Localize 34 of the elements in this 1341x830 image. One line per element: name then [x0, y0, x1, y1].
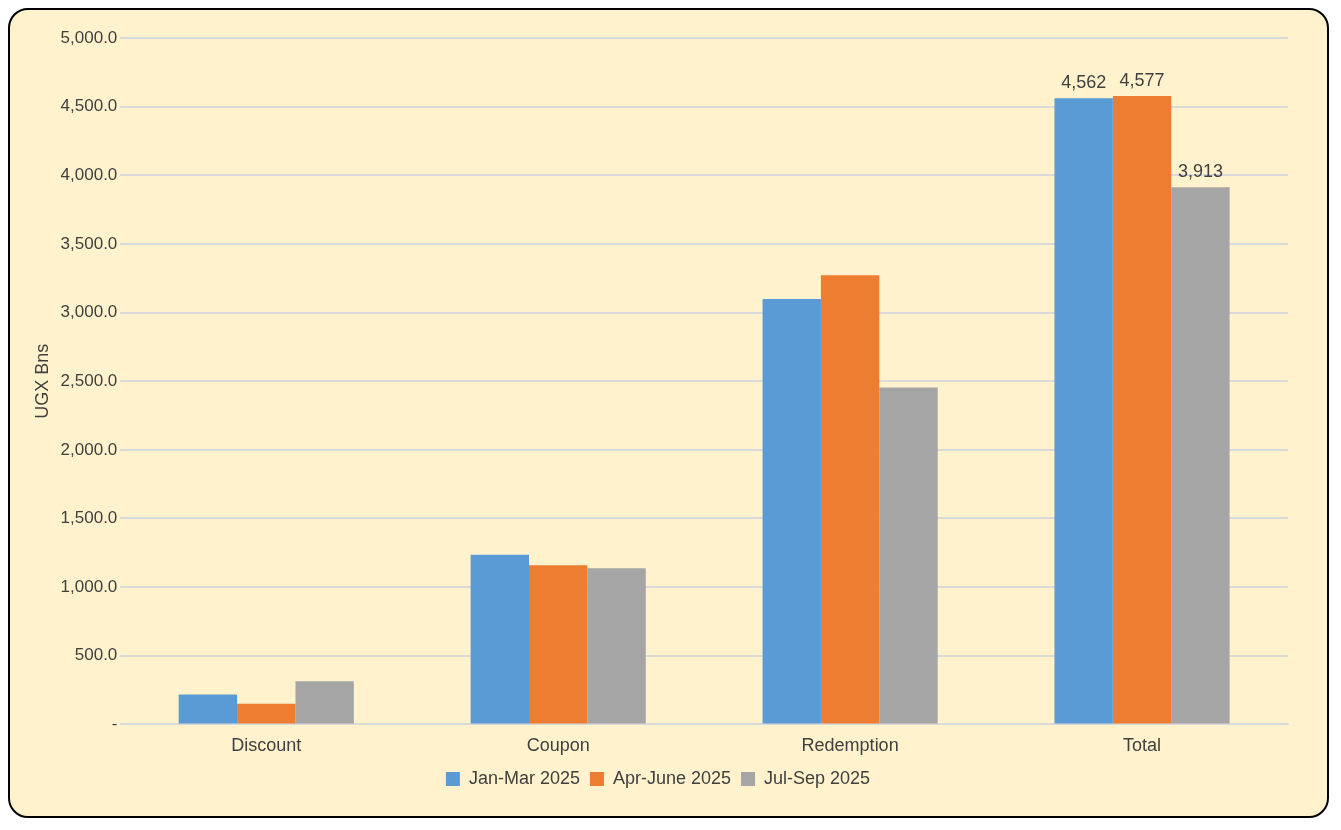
bar — [820, 275, 880, 724]
legend-label: Apr-June 2025 — [612, 767, 732, 788]
bar — [1054, 98, 1113, 724]
x-tick-label: Total — [1123, 735, 1162, 756]
y-axis-title: UGX Bns — [31, 343, 52, 419]
data-label: 3,913 — [1177, 161, 1223, 182]
y-tick-label: 2,500.0 — [60, 370, 118, 390]
legend-label: Jul-Sep 2025 — [764, 767, 871, 788]
y-tick-label: 3,500.0 — [60, 233, 118, 253]
y-tick-label: 2,000.0 — [60, 439, 118, 459]
x-tick-label: Coupon — [526, 735, 590, 756]
bar — [1171, 187, 1230, 724]
bar — [879, 387, 938, 724]
bar — [1112, 96, 1172, 724]
y-tick-label: 4,500.0 — [60, 96, 118, 116]
y-tick-label: 5,000.0 — [60, 27, 118, 47]
y-tick-label: 4,000.0 — [60, 164, 118, 184]
y-tick-label: 1,000.0 — [60, 576, 118, 596]
data-label: 4,577 — [1119, 70, 1165, 91]
bar — [587, 568, 646, 724]
bar — [529, 565, 588, 724]
x-tick-label: Redemption — [801, 735, 899, 756]
y-tick-label: 1,500.0 — [60, 508, 118, 528]
bar — [470, 554, 530, 724]
data-label: 4,562 — [1061, 72, 1107, 93]
bar — [237, 703, 296, 724]
bar — [762, 298, 821, 724]
y-tick-label: 3,000.0 — [60, 302, 118, 322]
bar — [178, 694, 238, 724]
x-tick-label: Discount — [231, 735, 302, 756]
y-tick-label: - — [111, 714, 118, 734]
bar — [295, 681, 354, 724]
legend-label: Jan-Mar 2025 — [468, 767, 580, 788]
y-tick-label: 500.0 — [74, 645, 118, 665]
